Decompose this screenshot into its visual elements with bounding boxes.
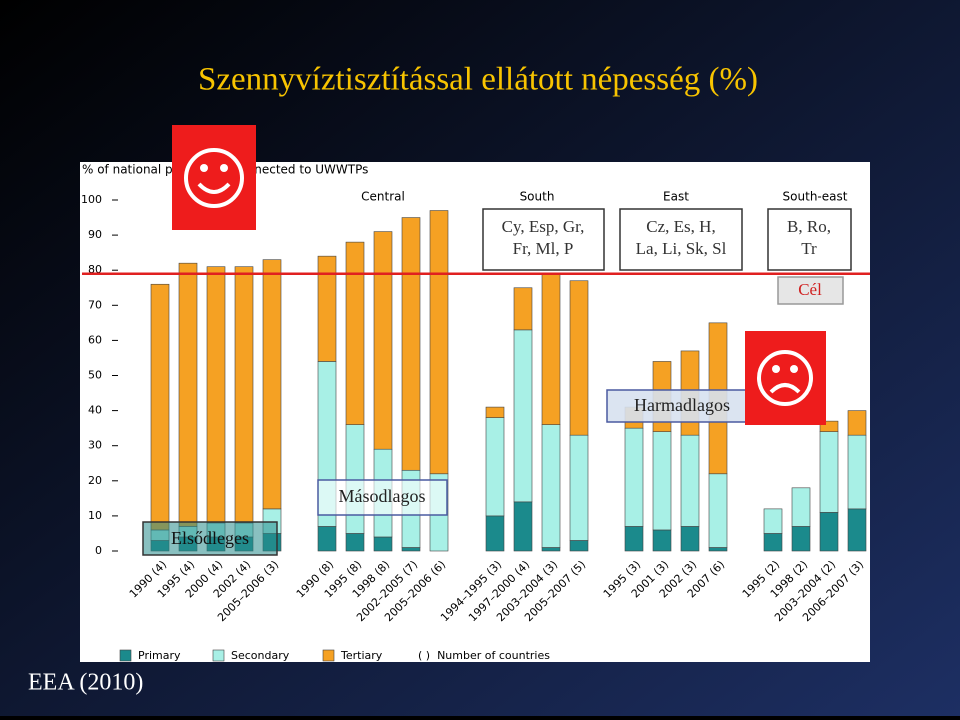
bar-segment <box>847 410 867 436</box>
annotation-box <box>142 521 278 556</box>
bar-segment <box>345 241 365 425</box>
bar-segment <box>401 547 421 552</box>
bar-segment <box>373 231 393 450</box>
annotation-text: Fr, Ml, P <box>513 239 574 258</box>
bar-segment <box>569 540 589 552</box>
y-tick-label: 50 <box>88 369 102 382</box>
legend-label: Secondary <box>231 649 290 662</box>
annotation-text: Cz, Es, H, <box>646 217 715 236</box>
annotation-text: Tr <box>801 239 817 258</box>
bar-segment <box>541 424 561 548</box>
legend-label: Tertiary <box>340 649 383 662</box>
bar-segment <box>847 508 867 552</box>
bar-segment <box>485 515 505 552</box>
annotation-text: Cy, Esp, Gr, <box>502 217 585 236</box>
annotation-text: Cél <box>798 280 822 299</box>
smiley-eyes <box>200 164 228 172</box>
y-tick-label: 100 <box>81 193 102 206</box>
bar-segment <box>569 280 589 436</box>
bar-segment <box>763 533 783 552</box>
bar-segment <box>791 487 811 527</box>
bar-segment <box>317 255 337 362</box>
bar-segment <box>680 434 700 527</box>
slide-title: Szennyvíztisztítással ellátott népesség … <box>198 62 758 98</box>
frown-mouth <box>769 383 801 394</box>
annotation-box <box>606 389 758 423</box>
frown-eye <box>790 365 798 373</box>
bar-segment <box>513 501 533 552</box>
frown-icon <box>757 350 813 406</box>
bar-segment <box>485 406 505 418</box>
group-label: South <box>520 190 555 204</box>
annotation-text: La, Li, Sk, Sl <box>636 239 727 258</box>
y-tick-label: 10 <box>88 509 102 522</box>
bar-segment <box>513 287 533 331</box>
bar-segment <box>401 217 421 471</box>
bar-segment <box>652 431 672 531</box>
annotation-box <box>619 208 743 271</box>
legend-swatch <box>119 649 132 662</box>
legend-swatch <box>212 649 225 662</box>
bar-segment <box>234 266 254 524</box>
annotation-text: Másodlagos <box>339 486 426 506</box>
group-label: East <box>663 190 689 204</box>
y-tick-label: 20 <box>88 474 102 487</box>
legend-label: Primary <box>138 649 181 662</box>
bar-segment <box>345 533 365 552</box>
bar-segment <box>429 210 449 475</box>
bar-segment <box>763 508 783 534</box>
smiley-icon <box>184 148 244 208</box>
y-tick-label: 90 <box>88 228 102 241</box>
bar-segment <box>541 273 561 425</box>
y-tick-label: 40 <box>88 404 102 417</box>
annotation-box <box>767 208 852 271</box>
bar-segment <box>569 434 589 541</box>
y-tick-label: 70 <box>88 298 102 311</box>
bar-segment <box>819 512 839 552</box>
bar-segment <box>791 526 811 552</box>
y-tick-label: 60 <box>88 333 102 346</box>
bar-segment <box>624 526 644 552</box>
bar-segment <box>708 547 728 552</box>
bar-segment <box>206 266 226 524</box>
bar-segment <box>513 329 533 503</box>
annotation-text: B, Ro, <box>787 217 831 236</box>
legend-note: ( ) Number of countries <box>418 649 550 662</box>
bar-segment <box>262 259 282 510</box>
annotation-box <box>777 276 844 305</box>
bar-segment <box>819 431 839 513</box>
annotation-text: Harmadlagos <box>634 395 730 415</box>
overlays: Cy, Esp, Gr, Fr, Ml, P Cz, Es, H, La, Li, S… <box>142 125 852 556</box>
legend-swatch <box>322 649 335 662</box>
annotation-text: Elsődleges <box>171 528 249 548</box>
bar-segment <box>178 262 198 527</box>
bar-segment <box>847 434 867 510</box>
bar-segment <box>373 536 393 552</box>
y-tick-label: 30 <box>88 439 102 452</box>
bar-segment <box>541 547 561 552</box>
group-label: Central <box>361 190 405 204</box>
bar-segment <box>652 529 672 552</box>
frown-eye <box>772 365 780 373</box>
bar-segment <box>485 417 505 517</box>
annotation-box <box>317 479 448 516</box>
bar-segment <box>150 283 170 531</box>
bar-segment <box>680 526 700 552</box>
group-label: South-east <box>783 190 848 204</box>
y-tick-label: 0 <box>95 544 102 557</box>
source: EEA (2010) <box>28 670 143 696</box>
bar-segment <box>317 526 337 552</box>
annotation-box <box>482 208 605 271</box>
bar-segment <box>708 473 728 548</box>
bar-segment <box>345 424 365 534</box>
bar-segment <box>819 420 839 432</box>
bar-segment <box>624 427 644 527</box>
